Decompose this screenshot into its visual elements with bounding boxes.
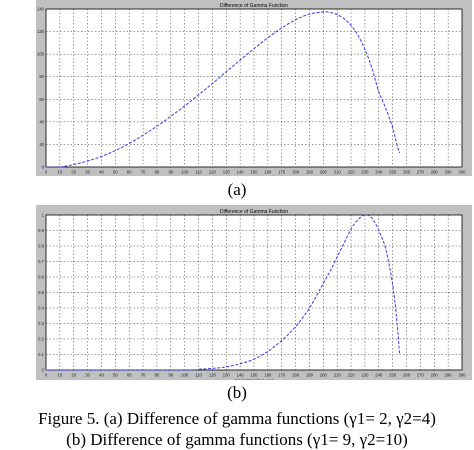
- y-tick-label: 1: [42, 213, 45, 218]
- x-tick-label: 130: [223, 373, 231, 378]
- y-tick-label: 0.9: [38, 228, 44, 233]
- x-tick-label: 190: [306, 373, 314, 378]
- x-tick-label: 140: [237, 170, 245, 175]
- x-axis-label: Input Intensity Level: [234, 175, 273, 176]
- x-tick-label: 80: [155, 373, 160, 378]
- x-tick-label: 280: [431, 170, 439, 175]
- x-tick-label: 10: [58, 373, 63, 378]
- x-tick-label: 230: [361, 373, 369, 378]
- x-tick-label: 120: [209, 373, 217, 378]
- chart-a: 0 10 20 30 40 50 60 70 80 90 100 110 120 130 140 150 160…: [37, 3, 467, 176]
- x-tick-label: 180: [292, 373, 300, 378]
- x-tick-label: 290: [445, 373, 453, 378]
- x-tick-label: 90: [168, 373, 173, 378]
- x-tick-label: 0: [45, 170, 48, 175]
- x-tick-label: 150: [251, 170, 259, 175]
- x-tick-label: 150: [251, 373, 259, 378]
- x-tick-label: 170: [278, 170, 286, 175]
- y-tick-label: 0.8: [38, 244, 44, 249]
- x-tick-label: 110: [195, 373, 202, 378]
- y-tick-label: 60: [39, 97, 44, 102]
- x-tick-label: 180: [292, 170, 300, 175]
- chart-panel-a: 0 10 20 30 40 50 60 70 80 90 100 110 120 130 140 150 160…: [36, 0, 472, 176]
- x-tick-label: 160: [264, 373, 272, 378]
- x-tick-label: 200: [320, 373, 328, 378]
- x-tick-label: 240: [375, 373, 383, 378]
- panel-label-b: (b): [227, 383, 247, 402]
- y-tick-label: 0.7: [38, 259, 44, 264]
- x-tick-label: 80: [155, 170, 160, 175]
- x-tick-label: 50: [113, 170, 118, 175]
- x-tick-label: 260: [403, 373, 411, 378]
- x-tick-label: 0: [45, 373, 48, 378]
- x-tick-label: 300: [459, 373, 467, 378]
- y-tick-label: 40: [39, 119, 44, 124]
- x-tick-label: 270: [417, 373, 425, 378]
- x-tick-label: 60: [127, 373, 132, 378]
- series-line-1-1: [45, 11, 401, 168]
- x-tick-label: 140: [237, 373, 245, 378]
- y-tick-label: 0.1: [38, 352, 44, 357]
- x-tick-label: 290: [445, 170, 453, 175]
- x-tick-label: 300: [459, 170, 467, 175]
- series-line-2-1: [45, 214, 401, 371]
- x-tick-label: 230: [361, 170, 369, 175]
- y-tick-label: 0.2: [38, 337, 44, 342]
- x-tick-label: 200: [320, 170, 328, 175]
- x-tick-label: 100: [181, 373, 189, 378]
- y-tick-label: 120: [37, 29, 45, 34]
- x-tick-label: 30: [85, 373, 90, 378]
- figure-caption-line-2: (b) Difference of gamma functions (γ1= 9…: [66, 430, 408, 449]
- x-tick-label: 280: [431, 373, 439, 378]
- y-tick-label: 0.6: [38, 275, 44, 280]
- x-tick-label: 210: [334, 170, 342, 175]
- figure-caption-line-1: Figure 5. (a) Difference of gamma functi…: [38, 409, 436, 428]
- y-tick-label: 100: [37, 52, 45, 57]
- y-tick-label: 0: [42, 165, 45, 170]
- panel-label-a: (a): [227, 180, 247, 199]
- x-tick-label: 240: [375, 170, 383, 175]
- x-tick-label: 260: [403, 170, 411, 175]
- x-tick-label: 110: [195, 170, 202, 175]
- y-tick-label: 0.5: [38, 290, 44, 295]
- y-tick-label: 140: [37, 7, 45, 12]
- chart-b: 0 10 20 30 40 50 60 70 80 90 100 110 120 130 140 150 160…: [38, 209, 467, 380]
- x-tick-label: 250: [389, 170, 397, 175]
- y-tick-label: 20: [39, 142, 44, 147]
- x-tick-label: 160: [264, 170, 272, 175]
- chart-title: Difference of Gamma Function: [220, 3, 288, 9]
- x-tick-label: 210: [334, 373, 342, 378]
- x-axis-label: Input Intensity Level: [234, 378, 273, 380]
- x-tick-label: 120: [209, 170, 217, 175]
- y-tick-label: 0.3: [38, 321, 44, 326]
- x-tick-label: 130: [223, 170, 231, 175]
- y-tick-label: 0: [42, 368, 45, 373]
- x-tick-label: 100: [181, 170, 189, 175]
- x-tick-label: 220: [348, 373, 356, 378]
- chart-title: Difference of Gamma Function: [220, 209, 288, 215]
- x-tick-label: 270: [417, 170, 425, 175]
- x-tick-label: 20: [71, 170, 76, 175]
- x-tick-label: 170: [278, 373, 286, 378]
- x-tick-label: 40: [99, 373, 104, 378]
- y-tick-label: 0.4: [38, 306, 44, 311]
- x-tick-label: 220: [348, 170, 356, 175]
- x-tick-label: 190: [306, 170, 314, 175]
- x-tick-label: 10: [58, 170, 63, 175]
- x-tick-label: 20: [71, 373, 76, 378]
- plot-area: [45, 8, 463, 168]
- x-tick-label: 250: [389, 373, 397, 378]
- x-tick-label: 70: [141, 170, 146, 175]
- x-tick-label: 50: [113, 373, 118, 378]
- x-tick-label: 60: [127, 170, 132, 175]
- x-tick-label: 90: [168, 170, 173, 175]
- x-tick-label: 40: [99, 170, 104, 175]
- x-tick-label: 30: [85, 170, 90, 175]
- y-tick-label: 80: [39, 74, 44, 79]
- chart-panel-b: 0 10 20 30 40 50 60 70 80 90 100 110 120 130 140 150 160…: [36, 205, 472, 380]
- x-tick-label: 70: [141, 373, 146, 378]
